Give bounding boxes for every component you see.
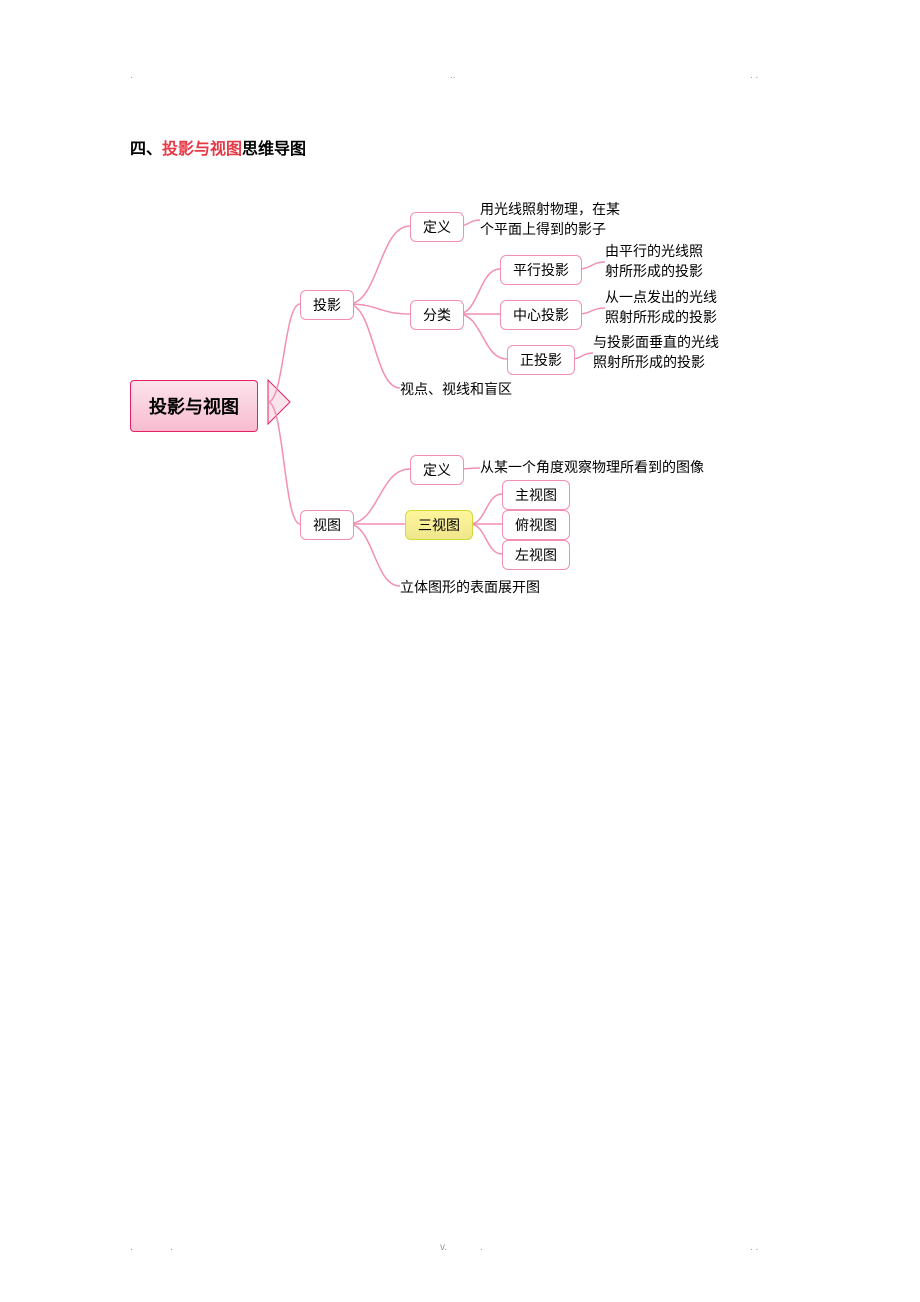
node-n_zhengtou: 正投影 bbox=[507, 345, 575, 375]
node-n_zhushitu: 主视图 bbox=[502, 480, 570, 510]
text-t_def2: 从某一个角度观察物理所看到的图像 bbox=[480, 458, 704, 478]
text-t_zhengtou_a: 与投影面垂直的光线 bbox=[593, 333, 719, 353]
text-t_zhongxin_b: 照射所形成的投影 bbox=[605, 308, 717, 328]
node-n_dingyi1: 定义 bbox=[410, 212, 464, 242]
text-t_pingxing_a: 由平行的光线照 bbox=[605, 242, 703, 262]
root-node: 投影与视图 bbox=[130, 380, 258, 432]
text-t_zhengtou_b: 照射所形成的投影 bbox=[593, 353, 705, 373]
node-n_pingxing: 平行投影 bbox=[500, 255, 582, 285]
title-suffix: 思维导图 bbox=[242, 141, 306, 158]
text-t_def1b: 个平面上得到的影子 bbox=[480, 220, 606, 240]
node-n_fushitu: 俯视图 bbox=[502, 510, 570, 540]
node-n_touyingNode: 投影 bbox=[300, 290, 354, 320]
node-n_shituNode: 视图 bbox=[300, 510, 354, 540]
node-n_zuoshitu: 左视图 bbox=[502, 540, 570, 570]
text-t_zhongxin_a: 从一点发出的光线 bbox=[605, 288, 717, 308]
node-n_fenlei: 分类 bbox=[410, 300, 464, 330]
root-label: 投影与视图 bbox=[149, 397, 239, 417]
text-t_pingxing_b: 射所形成的投影 bbox=[605, 262, 703, 282]
title-highlight: 投影与视图 bbox=[162, 141, 242, 158]
title-prefix: 四、 bbox=[130, 141, 162, 158]
node-n_zhongxin: 中心投影 bbox=[500, 300, 582, 330]
footer-v: v. bbox=[440, 1242, 447, 1253]
text-t_def1a: 用光线照射物理，在某 bbox=[480, 200, 620, 220]
node-n_sanshitu: 三视图 bbox=[405, 510, 473, 540]
text-t_shidian: 视点、视线和盲区 bbox=[400, 380, 512, 400]
text-t_liti: 立体图形的表面展开图 bbox=[400, 578, 540, 598]
node-n_dingyi2: 定义 bbox=[410, 455, 464, 485]
mindmap-container: 投影与视图 投影视图定义分类平行投影中心投影正投影定义三视图主视图俯视图左视图 … bbox=[130, 180, 890, 630]
page-title: 四、投影与视图思维导图 bbox=[130, 135, 306, 159]
